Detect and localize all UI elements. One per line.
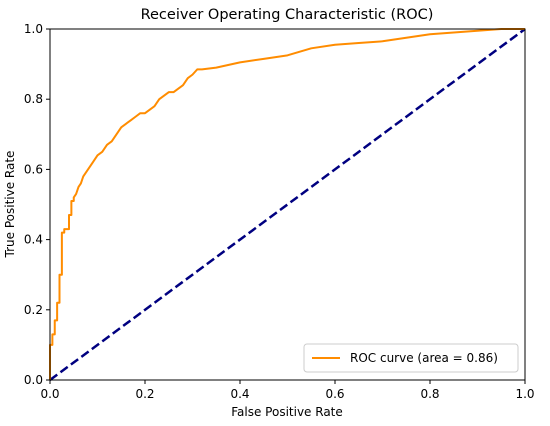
y-tick-label: 1.0 [24,22,43,36]
y-axis: 0.0 0.2 0.4 0.6 0.8 1.0 [24,22,50,387]
x-axis-title: False Positive Rate [231,405,343,419]
plot-area [49,27,526,382]
x-tick-label: 1.0 [515,387,534,401]
y-tick-label: 0.8 [24,92,43,106]
legend-box [303,343,519,373]
x-tick-label: 0.6 [325,387,344,401]
legend-label-roc: ROC curve (area = 0.86) [350,351,498,365]
y-axis-title: True Positive Rate [3,151,17,259]
y-tick-label: 0.2 [24,303,43,317]
series-layer [49,27,526,382]
axes-frame [49,28,526,381]
x-tick-label: 0.0 [40,387,59,401]
y-tick-label: 0.0 [24,373,43,387]
x-tick-label: 0.8 [420,387,439,401]
y-tick-label: 0.4 [24,233,43,247]
x-tick-label: 0.4 [230,387,249,401]
chart-title: Receiver Operating Characteristic (ROC) [141,7,434,23]
legend: ROC curve (area = 0.86) [303,343,519,373]
x-tick-label: 0.2 [135,387,154,401]
y-tick-label: 0.6 [24,162,43,176]
roc-curve-line [49,28,525,380]
x-axis: 0.0 0.2 0.4 0.6 0.8 1.0 [40,380,535,401]
chance-line [49,27,526,382]
